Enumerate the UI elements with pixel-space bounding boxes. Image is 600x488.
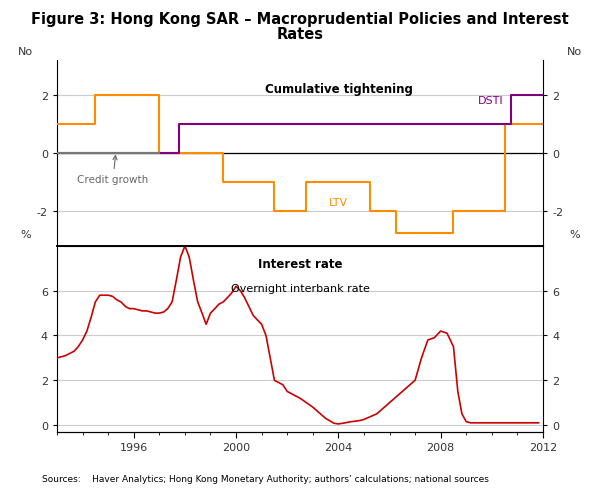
Text: Credit growth: Credit growth <box>77 156 149 184</box>
Text: Rates: Rates <box>277 27 323 42</box>
Text: %: % <box>569 229 580 239</box>
Text: Cumulative tightening: Cumulative tightening <box>265 83 413 96</box>
Text: Figure 3: Hong Kong SAR – Macroprudential Policies and Interest: Figure 3: Hong Kong SAR – Macroprudentia… <box>31 12 569 27</box>
Text: Interest rate: Interest rate <box>258 258 342 270</box>
Text: LTV: LTV <box>329 198 348 207</box>
Text: Overnight interbank rate: Overnight interbank rate <box>230 284 370 293</box>
Text: %: % <box>20 229 31 239</box>
Text: Sources:    Haver Analytics; Hong Kong Monetary Authority; authors’ calculations: Sources: Haver Analytics; Hong Kong Mone… <box>42 474 489 483</box>
Text: No: No <box>567 47 582 57</box>
Text: No: No <box>18 47 33 57</box>
Text: DSTI: DSTI <box>478 96 503 105</box>
